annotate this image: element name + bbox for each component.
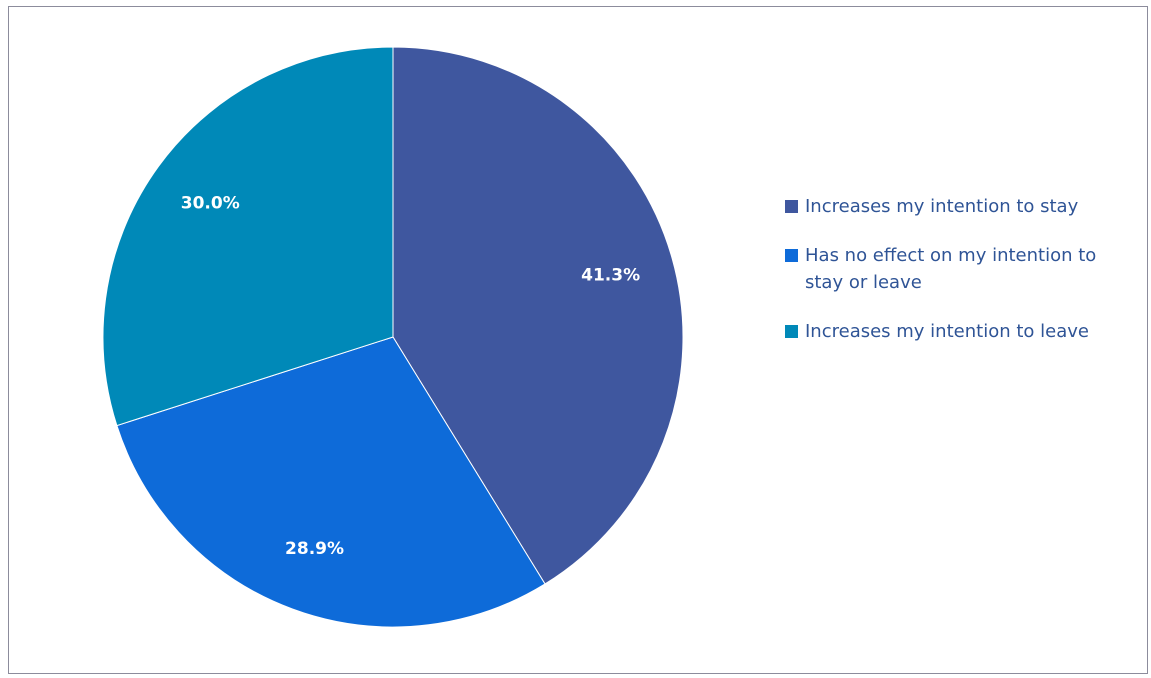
pie-slice-increases-my-intention-to-leave [102,46,394,427]
legend-item-stay: Increases my intention to stay [785,193,1151,220]
legend-label-no-effect: Has no effect on my intention to stay or… [805,245,1097,293]
legend-label-stay: Increases my intention to stay [805,196,1079,217]
chart-frame: 41.3% 28.9% 30.0% Increases my intention t… [8,6,1148,674]
pie-slice-has-no-effect-on-my-intention-to-stay-or-leave [116,336,546,628]
legend-item-no-effect: Has no effect on my intention to stay or… [785,242,1151,296]
legend: Increases my intention to stay Has no ef… [785,193,1151,367]
data-label-has-no-effect-on-my-intention-to-stay-or-leave: 28.9% [285,539,344,559]
pie-data-labels: 41.3% 28.9% 30.0% [181,194,640,559]
data-label-increases-my-intention-to-stay: 41.3% [581,265,640,285]
legend-label-leave: Increases my intention to leave [805,321,1089,342]
pie-slice-increases-my-intention-to-stay [392,46,684,585]
pie-slices [102,46,684,628]
legend-swatch-leave [785,325,798,338]
legend-swatch-stay [785,200,798,213]
legend-item-leave: Increases my intention to leave [785,318,1151,345]
pie-chart: 41.3% 28.9% 30.0% [102,46,684,628]
data-label-increases-my-intention-to-leave: 30.0% [181,194,240,214]
legend-swatch-no-effect [785,249,798,262]
